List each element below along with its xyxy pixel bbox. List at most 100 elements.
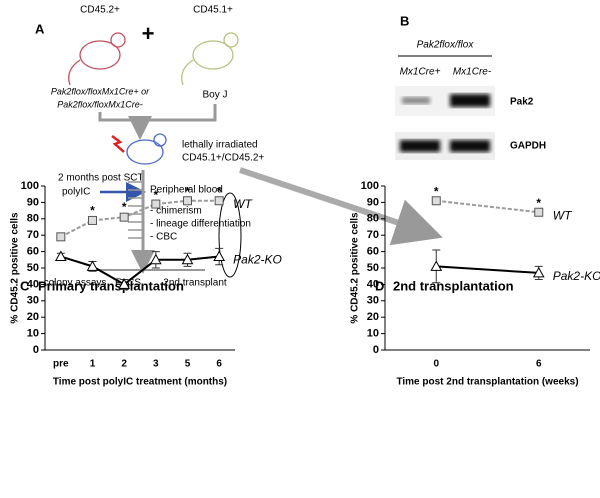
significance: * [536,196,541,210]
point [214,196,224,206]
panel-label: C [20,278,30,293]
y-tick-label: 60 [367,246,379,258]
y-tick-label: 10 [367,328,379,340]
y-tick-label: 100 [21,180,39,192]
panel-b: B Pak2flox/flox Mx1Cre+ Mx1Cre- Pak2 GAP… [395,13,546,160]
arrow [98,104,217,128]
point [532,266,545,278]
lane-label: Mx1Cre+ [400,67,441,78]
recipient-label: lethally irradiated [182,140,258,151]
y-tick-label: 0 [373,344,379,356]
point [181,253,194,265]
y-tick-label: 20 [367,311,379,323]
blot-label: Pak2 [510,97,534,108]
series-line [436,265,539,274]
x-tick-label: pre [53,359,69,370]
point [54,250,67,262]
y-tick-label: 90 [27,196,39,208]
y-axis-label: % CD45.2 positive cells [10,212,21,324]
readout: - chimerism [150,206,202,217]
y-tick-label: 70 [367,229,379,241]
series-line [60,255,220,286]
y-tick-label: 60 [27,246,39,258]
panel-label: B [400,13,409,28]
y-tick-label: 80 [27,213,39,225]
point [56,232,66,242]
chart-title: Primary transplantation [38,278,184,293]
recipient-label: CD45.1+/CD45.2+ [182,153,264,164]
genotype: Pak2flox/floxMx1Cre- [57,99,143,109]
x-tick-label: 0 [433,359,439,370]
panel-a: A CD45.2+ + CD45.1+ Pak2flox/floxMx1Cre+… [35,5,264,289]
series-label: WT [553,208,573,222]
x-axis-label: Time post polyIC treatment (months) [53,377,227,388]
significance: * [122,200,127,214]
point [88,215,97,225]
y-axis-label: % CD45.2 positive cells [350,212,361,324]
point [430,260,443,271]
y-tick-label: 50 [27,262,39,274]
genotype: Pak2flox/flox [417,40,475,51]
timeline-ticks [128,181,143,239]
plus: + [142,21,155,46]
blot-label: GAPDH [510,141,546,152]
lane-label: Mx1Cre- [453,67,492,78]
timing: 2 months post SCT [58,173,144,184]
panel-label: A [35,21,45,36]
donor-label: CD45.1+ [193,5,233,16]
y-tick-label: 30 [27,295,39,307]
point [86,260,99,271]
y-tick-label: 50 [367,262,379,274]
x-axis-label: Time post 2nd transplantation (weeks) [396,377,578,388]
band [450,94,490,107]
y-tick-label: 10 [27,328,39,340]
readout: - CBC [150,232,177,243]
assay: 2nd transplant [163,278,227,289]
significance: * [185,184,190,198]
series-line [60,199,220,238]
mouse-icon [126,133,167,165]
assay: FACS [115,278,141,289]
y-tick-label: 20 [27,311,39,323]
band [450,140,490,152]
x-tick-label: 2 [121,359,127,370]
band [400,140,440,152]
significance: * [153,188,158,202]
x-tick-label: 1 [90,359,96,370]
point [119,212,129,222]
series-line [436,199,539,214]
point [151,199,161,209]
sample: Peripheral blood [150,185,223,196]
y-tick-label: 80 [367,213,379,225]
x-tick-label: 3 [153,359,159,370]
y-tick-label: 100 [361,180,379,192]
mouse-icon [181,32,239,86]
chart-title: 2nd transplantation [393,278,514,293]
point [431,196,441,206]
donor-label: CD45.2+ [80,5,120,16]
highlight-ellipse [218,192,242,278]
x-tick-label: 6 [216,359,222,370]
band [402,97,430,104]
y-tick-label: 40 [27,278,39,290]
panel-label: D [375,278,384,293]
strain: Boy J [202,90,227,101]
point [118,278,131,289]
y-tick-label: 30 [367,295,379,307]
series-label: WT [233,197,253,211]
curved-arrow [239,167,443,246]
x-tick-label: 6 [536,359,542,370]
x-tick-label: 5 [185,359,191,370]
genotype: Pak2flox/floxMx1Cre+ or [51,86,150,96]
y-tick-label: 90 [367,196,379,208]
readout: - lineage differentiation [150,219,251,230]
y-tick-label: 0 [33,344,39,356]
significance: * [434,184,439,198]
significance: * [90,203,95,217]
y-tick-label: 40 [367,278,379,290]
treatment: polyIC [62,187,90,198]
series-label: Pak2-KO [233,253,282,267]
point [149,253,162,265]
point [534,207,544,217]
